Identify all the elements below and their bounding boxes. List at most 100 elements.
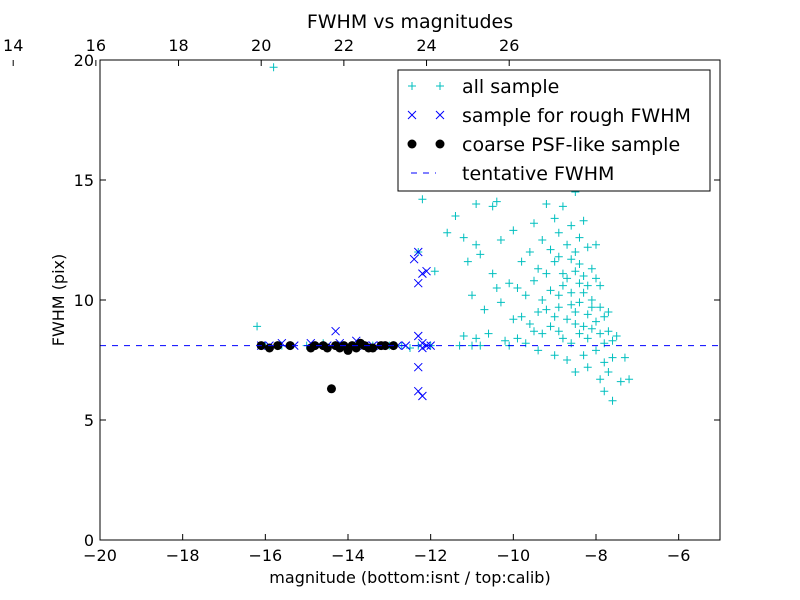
all-sample-point [546, 322, 555, 331]
all-sample-point [538, 329, 547, 338]
all-sample-point [534, 346, 543, 355]
all-sample-point [587, 296, 596, 304]
psf-like-point [310, 341, 320, 351]
all-sample-point [554, 303, 563, 312]
all-sample-point [600, 387, 609, 396]
rough-fwhm-point [413, 278, 423, 288]
y-tick-label: 10 [74, 291, 94, 310]
legend-swatch [435, 139, 445, 149]
all-sample-point [513, 334, 522, 343]
all-sample-point [558, 269, 567, 278]
all-sample-point [571, 248, 580, 256]
rough-fwhm-point [426, 341, 436, 350]
all-sample-point [575, 260, 584, 268]
x-tick-label: −20 [83, 546, 117, 565]
rough-fwhm-point [413, 362, 423, 372]
all-sample-point [571, 368, 580, 376]
all-sample-point [550, 312, 559, 321]
all-sample-point [488, 269, 497, 278]
all-sample-point [592, 317, 600, 326]
all-sample-point [501, 336, 510, 345]
rough-fwhm-point [413, 331, 423, 341]
psf-like-point [273, 341, 283, 351]
all-sample-point [596, 303, 605, 312]
all-sample-point [600, 358, 609, 367]
all-sample-point [496, 236, 505, 244]
x-tick-label: −12 [414, 546, 448, 565]
all-sample-point [530, 276, 538, 285]
all-sample-point [472, 334, 481, 343]
y-tick-label: 0 [84, 531, 94, 550]
top-tick-label: 22 [334, 36, 354, 55]
all-sample-point [575, 233, 584, 242]
all-sample-point [459, 332, 468, 340]
all-sample-point [604, 308, 613, 316]
all-sample-point [587, 303, 596, 312]
all-sample-point [505, 279, 514, 288]
all-sample-point [430, 267, 439, 276]
all-sample-point [509, 315, 518, 324]
all-sample-point [554, 291, 563, 300]
all-sample-point [484, 329, 493, 338]
all-sample-point [538, 296, 547, 304]
all-sample-point [616, 377, 625, 386]
all-sample-point [583, 243, 592, 252]
all-sample-point [253, 322, 262, 331]
all-sample-point [546, 245, 555, 254]
all-sample-point [406, 344, 414, 352]
psf-like-point [322, 343, 332, 353]
all-sample-point [525, 248, 534, 256]
rough-fwhm-point [418, 391, 427, 401]
legend-label: coarse PSF-like sample [462, 134, 680, 156]
rough-fwhm-point [418, 269, 427, 278]
psf-like-point [285, 341, 295, 351]
all-sample-point [596, 281, 605, 290]
all-sample-point [563, 356, 572, 364]
all-sample-point [496, 298, 505, 307]
all-sample-point [558, 202, 567, 211]
all-sample-point [492, 197, 501, 206]
all-sample-point [538, 236, 547, 244]
legend-swatch [408, 82, 416, 90]
all-sample-point [579, 322, 588, 331]
psf-like-point [326, 384, 336, 394]
all-sample-point [542, 200, 551, 208]
all-sample-point [575, 298, 584, 307]
all-sample-point [571, 320, 580, 328]
all-sample-point [463, 257, 472, 266]
all-sample-point [530, 219, 538, 228]
top-tick-label: 14 [3, 36, 23, 55]
all-sample-point [269, 63, 278, 72]
x-tick-label: −14 [331, 546, 365, 565]
all-sample-point [451, 212, 460, 220]
all-sample-point [567, 221, 576, 230]
legend-box [397, 69, 711, 192]
all-sample-point [604, 327, 613, 336]
all-sample-point [579, 272, 588, 280]
all-sample-point [592, 240, 600, 249]
y-tick-label: 5 [84, 411, 94, 430]
all-sample-point [571, 267, 580, 276]
all-sample-point [521, 291, 530, 300]
all-sample-point [459, 233, 468, 242]
all-sample-point [563, 315, 572, 324]
all-sample-point [608, 396, 617, 405]
top-tick-label: 26 [499, 36, 519, 55]
all-sample-point [579, 288, 588, 297]
y-tick-label: 15 [74, 171, 94, 190]
chart-title: FWHM vs magnitudes [307, 11, 513, 33]
all-sample-point [604, 368, 613, 376]
all-sample-point [596, 329, 605, 338]
all-sample-point [625, 375, 634, 384]
all-sample-point [534, 308, 543, 316]
all-sample-point [567, 288, 576, 297]
all-sample-point [509, 226, 518, 235]
legend-label: sample for rough FWHM [462, 105, 691, 127]
all-sample-point [608, 336, 617, 345]
all-sample-point [418, 195, 427, 204]
all-sample-point [554, 252, 563, 261]
all-sample-point [472, 240, 481, 249]
all-sample-point [571, 308, 580, 316]
all-sample-point [480, 305, 489, 314]
